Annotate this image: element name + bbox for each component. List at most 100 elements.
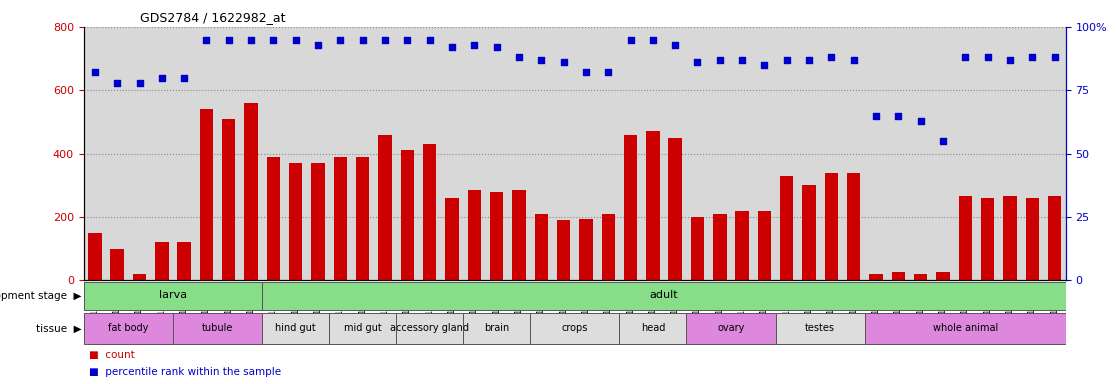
Bar (1026, 198, 1039, 280)
FancyBboxPatch shape (619, 313, 686, 344)
Point (443, 44, 461, 50)
Bar (646, 131, 660, 280)
Bar (691, 217, 704, 280)
Text: mid gut: mid gut (344, 323, 382, 333)
FancyBboxPatch shape (530, 313, 619, 344)
Point (889, 113, 907, 119)
Bar (668, 138, 682, 280)
Bar (356, 157, 369, 280)
Point (845, 57, 863, 63)
Point (644, 36, 662, 43)
FancyBboxPatch shape (686, 313, 776, 344)
Point (622, 36, 639, 43)
Bar (557, 220, 570, 280)
Point (86, 70, 104, 76)
Bar (490, 192, 503, 280)
Point (822, 54, 840, 60)
Bar (735, 210, 749, 280)
Text: GDS2784 / 1622982_at: GDS2784 / 1622982_at (140, 12, 285, 25)
Bar (468, 190, 481, 280)
Bar (780, 176, 793, 280)
Point (800, 57, 818, 63)
Point (934, 138, 952, 144)
Point (555, 59, 573, 65)
Bar (133, 274, 146, 280)
Bar (579, 218, 593, 280)
Point (756, 62, 773, 68)
Point (577, 70, 595, 76)
Bar (88, 233, 102, 280)
Bar (311, 163, 325, 280)
Point (778, 57, 796, 63)
Text: ■  percentile rank within the sample: ■ percentile rank within the sample (89, 367, 281, 377)
Point (1001, 57, 1019, 63)
Point (220, 36, 238, 43)
Bar (512, 190, 526, 280)
Bar (155, 242, 169, 280)
Point (287, 36, 305, 43)
FancyBboxPatch shape (865, 313, 1066, 344)
Text: tissue  ▶: tissue ▶ (36, 323, 81, 333)
Point (421, 36, 439, 43)
Bar (177, 242, 191, 280)
Point (465, 41, 483, 48)
Bar (959, 196, 972, 280)
Bar (110, 249, 124, 280)
FancyBboxPatch shape (173, 313, 262, 344)
Text: development stage  ▶: development stage ▶ (0, 291, 81, 301)
Bar (713, 214, 727, 280)
Bar (825, 173, 838, 280)
Point (1023, 54, 1041, 60)
Bar (624, 135, 637, 280)
Text: crops: crops (561, 323, 588, 333)
FancyBboxPatch shape (84, 313, 173, 344)
Point (264, 36, 282, 43)
Text: ovary: ovary (718, 323, 744, 333)
Bar (892, 272, 905, 280)
Bar (445, 198, 459, 280)
Point (1046, 54, 1064, 60)
Text: tubule: tubule (202, 323, 233, 333)
FancyBboxPatch shape (262, 282, 1066, 310)
Point (956, 54, 974, 60)
Text: brain: brain (484, 323, 509, 333)
Point (689, 59, 706, 65)
Bar (334, 157, 347, 280)
Point (175, 74, 193, 81)
Point (131, 79, 148, 86)
Bar (981, 198, 994, 280)
Point (331, 36, 349, 43)
FancyBboxPatch shape (329, 313, 396, 344)
Point (398, 36, 416, 43)
Bar (423, 144, 436, 280)
Bar (200, 109, 213, 280)
Bar (936, 272, 950, 280)
Point (711, 57, 729, 63)
Point (532, 57, 550, 63)
Text: adult: adult (650, 290, 679, 300)
Text: fat body: fat body (108, 323, 148, 333)
Bar (535, 214, 548, 280)
Bar (244, 103, 258, 280)
Point (108, 79, 126, 86)
Point (354, 36, 372, 43)
Bar (1048, 196, 1061, 280)
Text: accessory gland: accessory gland (391, 323, 469, 333)
Text: ■  count: ■ count (89, 350, 135, 360)
Bar (914, 274, 927, 280)
Point (733, 57, 751, 63)
Point (198, 36, 215, 43)
Point (912, 118, 930, 124)
Point (153, 74, 171, 81)
Text: hind gut: hind gut (276, 323, 316, 333)
Bar (802, 185, 816, 280)
Point (510, 54, 528, 60)
Point (666, 41, 684, 48)
Bar (378, 135, 392, 280)
Bar (869, 274, 883, 280)
Text: whole animal: whole animal (933, 323, 998, 333)
Text: testes: testes (806, 323, 835, 333)
Point (599, 70, 617, 76)
FancyBboxPatch shape (84, 282, 262, 310)
Bar (401, 151, 414, 280)
